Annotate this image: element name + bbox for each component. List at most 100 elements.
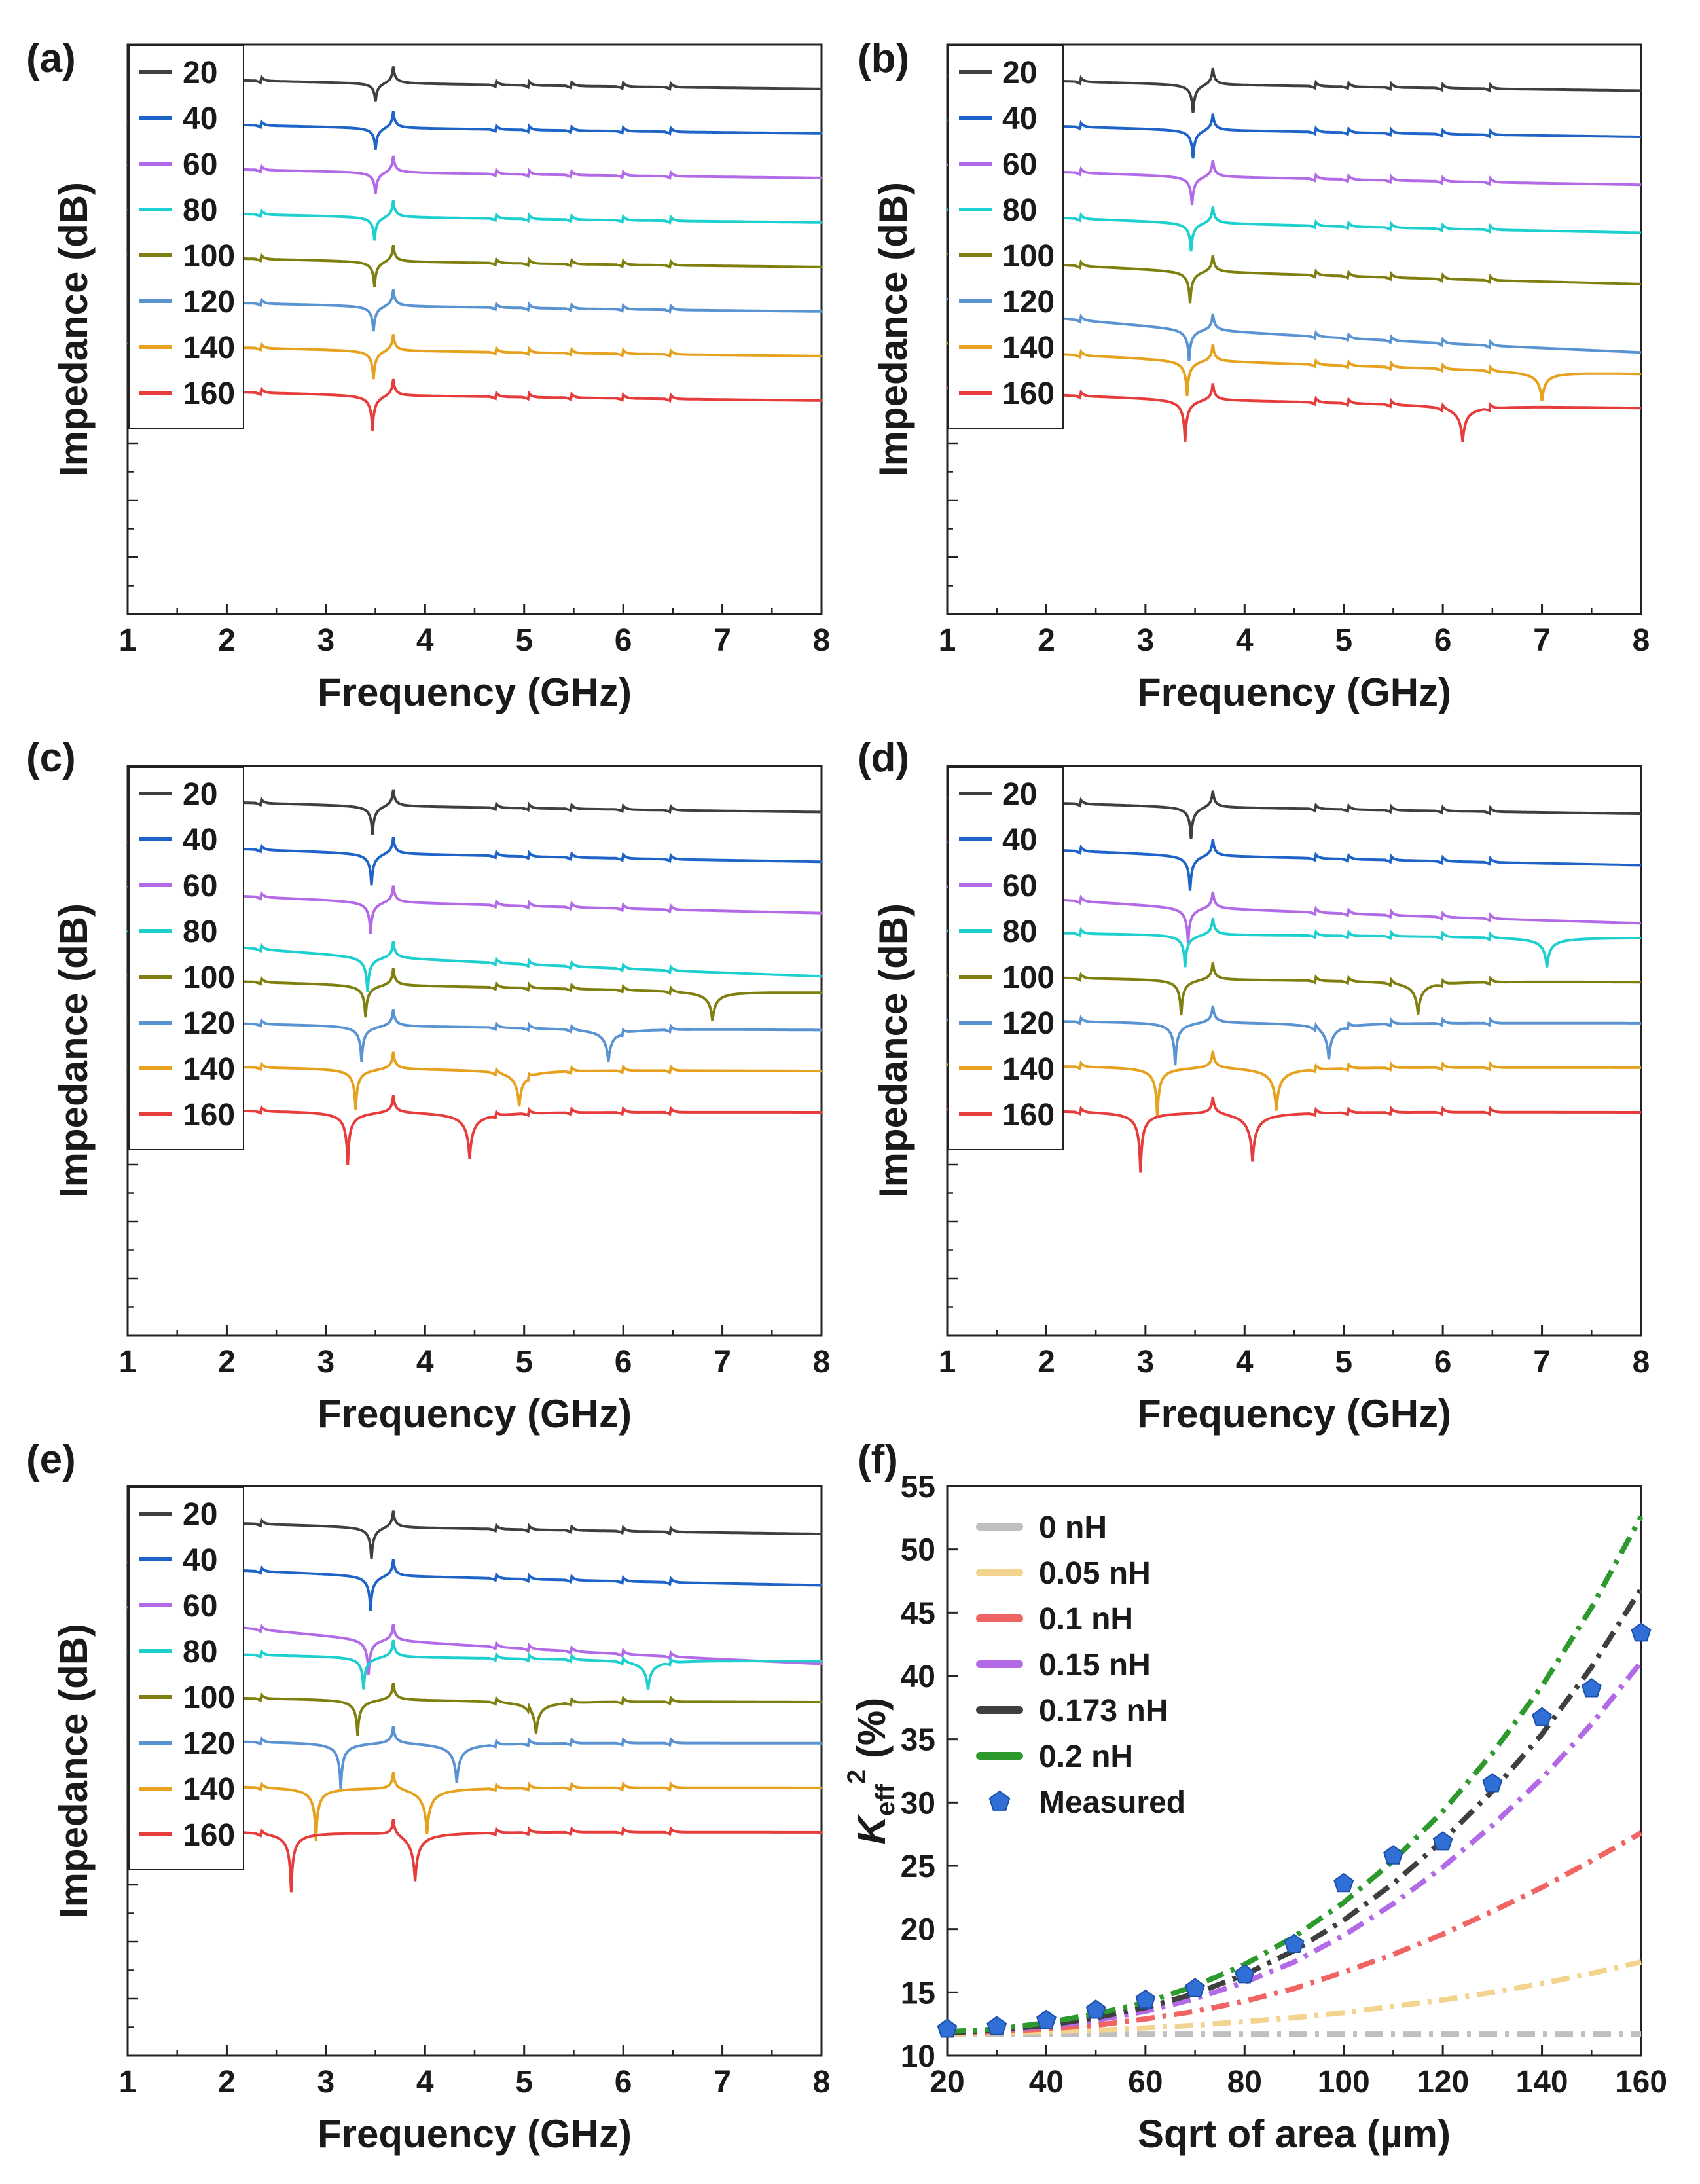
panel-d: (d) 1 2 3 4 5 6 7 8 Frequency (GHz) Impedance (dB)… [858, 735, 1650, 1436]
fit-line [947, 1959, 1642, 2037]
legend-label: 120 [1002, 1006, 1055, 1041]
legend-label: 160 [1002, 376, 1055, 411]
y-axis-title-unit: (%) [850, 1698, 894, 1770]
x-axis-title: Frequency (GHz) [317, 2112, 632, 2156]
x-tick-label: 5 [515, 623, 533, 658]
legend-label: 100 [1002, 239, 1055, 274]
y-tick-label: 25 [901, 1849, 935, 1884]
y-axis-title: Impedance (dB) [52, 182, 96, 477]
x-tick-label: 3 [317, 1345, 335, 1379]
x-tick-label: 100 [1318, 2065, 1370, 2100]
x-tick-label: 120 [1417, 2065, 1469, 2100]
panel-label: (c) [26, 735, 76, 780]
measured-point [1383, 1845, 1403, 1865]
legend-label: 60 [183, 147, 217, 182]
measured-point [1581, 1678, 1602, 1698]
x-tick-label: 3 [1137, 623, 1155, 658]
measured-point [1333, 1872, 1354, 1893]
y-axis-title: Impedance (dB) [52, 1624, 96, 1918]
legend-label: 80 [183, 193, 217, 228]
panel-b: (b) 1 2 3 4 5 6 7 8 Frequency (GHz) Impedance (dB)… [858, 36, 1650, 714]
x-tick-label: 140 [1516, 2065, 1568, 2100]
x-axis-title: Frequency (GHz) [317, 1392, 632, 1436]
y-axis-title: Impedance (dB) [871, 903, 915, 1198]
measured-point [937, 2018, 958, 2038]
legend-label: 160 [183, 376, 235, 411]
panel-f: (f) 20 40 60 80 100 120 140 160 10 15 20 25 30 35 40 45 5… [842, 1437, 1667, 2156]
x-tick-label: 6 [615, 1345, 632, 1379]
y-tick-label: 10 [901, 2039, 935, 2074]
measured-point [1631, 1622, 1652, 1642]
legend-label: 40 [183, 823, 217, 858]
x-tick-label: 6 [615, 623, 632, 658]
legend-box [128, 767, 244, 1150]
legend-label: 20 [183, 1497, 217, 1532]
x-tick-label: 160 [1615, 2065, 1667, 2100]
x-tick-label: 3 [317, 623, 335, 658]
x-tick-label: 40 [1029, 2065, 1064, 2100]
legend-label: 40 [1002, 823, 1037, 858]
legend-label: 0.2 nH [1039, 1739, 1133, 1774]
legend-box [948, 45, 1064, 429]
legend-label: 40 [183, 101, 217, 136]
legend-label: 120 [183, 1006, 235, 1041]
legend-label: 100 [183, 1681, 235, 1715]
x-tick-label: 4 [416, 1345, 434, 1379]
legend-label: 0.15 nH [1039, 1648, 1151, 1683]
legend-label: 160 [183, 1818, 235, 1853]
x-tick-label: 3 [317, 2065, 335, 2100]
legend-label: 20 [183, 777, 217, 812]
x-tick-label: 8 [1633, 1345, 1650, 1379]
y-axis-title-sup: 2 [842, 1770, 871, 1784]
legend-label: 40 [1002, 101, 1037, 136]
x-tick-label: 5 [1335, 1345, 1352, 1379]
legend-label: 160 [1002, 1098, 1055, 1133]
legend-label: 140 [183, 1772, 235, 1807]
x-tick-label: 80 [1227, 2065, 1262, 2100]
x-tick-label: 6 [1434, 623, 1452, 658]
x-tick-label: 20 [930, 2065, 964, 2100]
x-tick-label: 3 [1137, 1345, 1155, 1379]
panel-label: (f) [858, 1437, 898, 1482]
y-tick-label: 55 [901, 1470, 935, 1504]
x-tick-label: 5 [515, 1345, 533, 1379]
x-tick-label: 4 [1236, 623, 1254, 658]
legend-box [128, 1487, 244, 1870]
x-tick-label: 7 [714, 1345, 731, 1379]
panel-label: (b) [858, 36, 909, 81]
y-tick-label: 40 [901, 1660, 935, 1694]
legend-label: 100 [183, 960, 235, 995]
legend-label: 0.05 nH [1039, 1556, 1151, 1591]
y-tick-label: 20 [901, 1913, 935, 1948]
legend-label: 140 [183, 331, 235, 365]
y-tick-label: 35 [901, 1723, 935, 1758]
legend-label: 120 [183, 1726, 235, 1761]
x-tick-label: 5 [515, 2065, 533, 2100]
y-axis-title: Impedance (dB) [871, 182, 915, 477]
legend-label: 100 [183, 239, 235, 274]
legend-label: 80 [1002, 193, 1037, 228]
legend-swatch [988, 1790, 1011, 1811]
x-tick-label: 2 [218, 623, 236, 658]
y-tick-label: 45 [901, 1596, 935, 1631]
measured-point [986, 2016, 1007, 2035]
panel-label: (a) [26, 36, 76, 81]
measured-point [1085, 1999, 1106, 2019]
y-axis-title: Keff2 (%) [842, 1698, 900, 1844]
x-axis-title: Frequency (GHz) [317, 670, 632, 714]
x-tick-label: 7 [1533, 623, 1551, 658]
y-axis-title-main: K [850, 1813, 894, 1844]
x-tick-label: 2 [218, 2065, 236, 2100]
x-tick-label: 7 [714, 623, 731, 658]
x-tick-label: 2 [1038, 623, 1055, 658]
legend-label: 140 [1002, 331, 1055, 365]
legend-label: 0 nH [1039, 1510, 1107, 1545]
panel-label: (e) [26, 1437, 76, 1482]
measured-point [1234, 1964, 1255, 1984]
x-tick-label: 1 [119, 1345, 137, 1379]
legend-label: 60 [183, 1589, 217, 1624]
legend-box [948, 767, 1064, 1150]
x-tick-label: 6 [615, 2065, 632, 2100]
